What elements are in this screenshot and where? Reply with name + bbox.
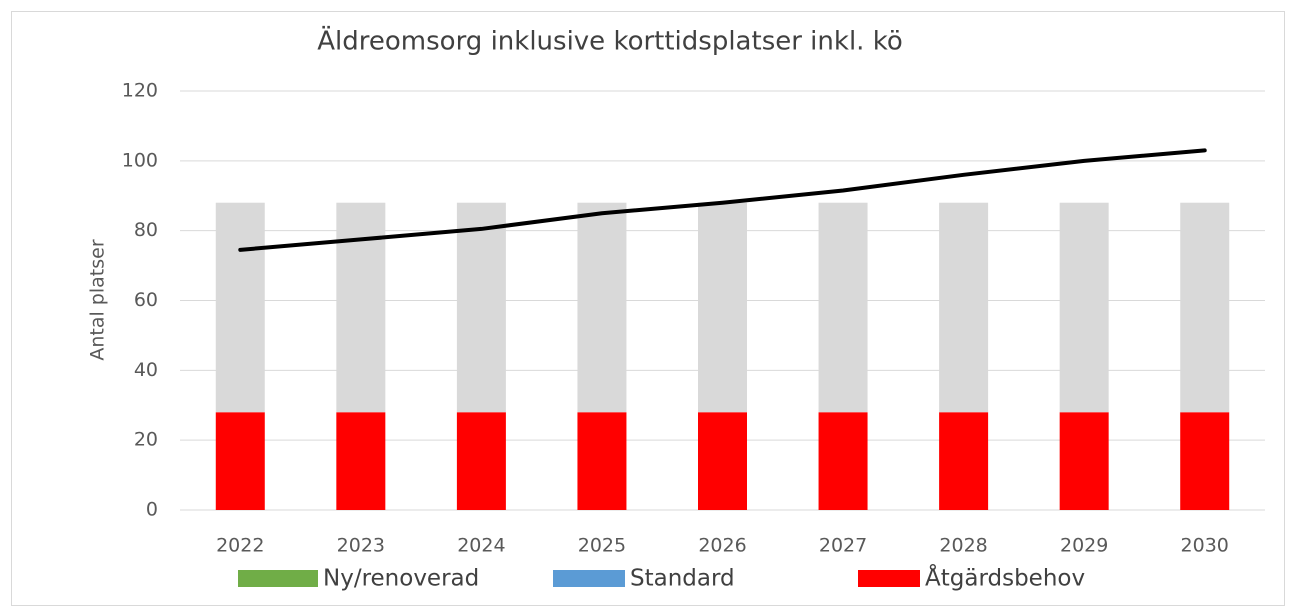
bar-segment (1059, 202, 1109, 413)
bar-segment (818, 412, 868, 510)
x-tick-label: 2026 (698, 535, 746, 557)
y-tick-label: 20 (134, 429, 158, 451)
chart-title: Äldreomsorg inklusive korttidsplatser in… (317, 25, 902, 57)
legend-label: Ny/renoverad (323, 566, 479, 592)
bar-segment (1180, 412, 1230, 510)
x-tick-label: 2025 (578, 535, 626, 557)
bar-segment (939, 202, 989, 413)
y-axis-label: Antal platser (87, 239, 109, 360)
bar-segment (818, 202, 868, 413)
legend-swatch (553, 570, 625, 587)
bar-segment (336, 202, 386, 413)
y-tick-label: 60 (134, 289, 158, 311)
line (238, 148, 1207, 252)
y-tick-label: 100 (122, 149, 158, 171)
x-tick-label: 2022 (216, 535, 264, 557)
x-tick-label: 2023 (337, 535, 385, 557)
y-tick-label: 80 (134, 219, 158, 241)
x-tick-label: 2029 (1060, 535, 1108, 557)
bar-segment (215, 412, 265, 510)
legend-label: Standard (630, 566, 735, 592)
bar-segment (456, 412, 506, 510)
legend-label: Åtgärdsbehov (925, 564, 1085, 592)
y-tick-label: 40 (134, 359, 158, 381)
y-tick-label: 0 (146, 499, 158, 521)
bar-segment (939, 412, 989, 510)
bar-segment (456, 202, 506, 413)
bar-segment (215, 202, 265, 413)
bar-segment (1059, 412, 1109, 510)
bar-segment (336, 412, 386, 510)
legend-swatch (238, 570, 318, 587)
x-tick-label: 2024 (457, 535, 505, 557)
y-tick-label: 120 (122, 80, 158, 102)
x-tick-label: 2028 (939, 535, 987, 557)
bar-segment (1180, 202, 1230, 413)
x-tick-label: 2030 (1181, 535, 1229, 557)
x-tick-label: 2027 (819, 535, 867, 557)
legend-swatch (858, 570, 920, 587)
bar-segment (698, 202, 747, 413)
bar-segment (577, 202, 627, 413)
bar-segment (698, 412, 747, 510)
bar-segment (577, 412, 627, 510)
